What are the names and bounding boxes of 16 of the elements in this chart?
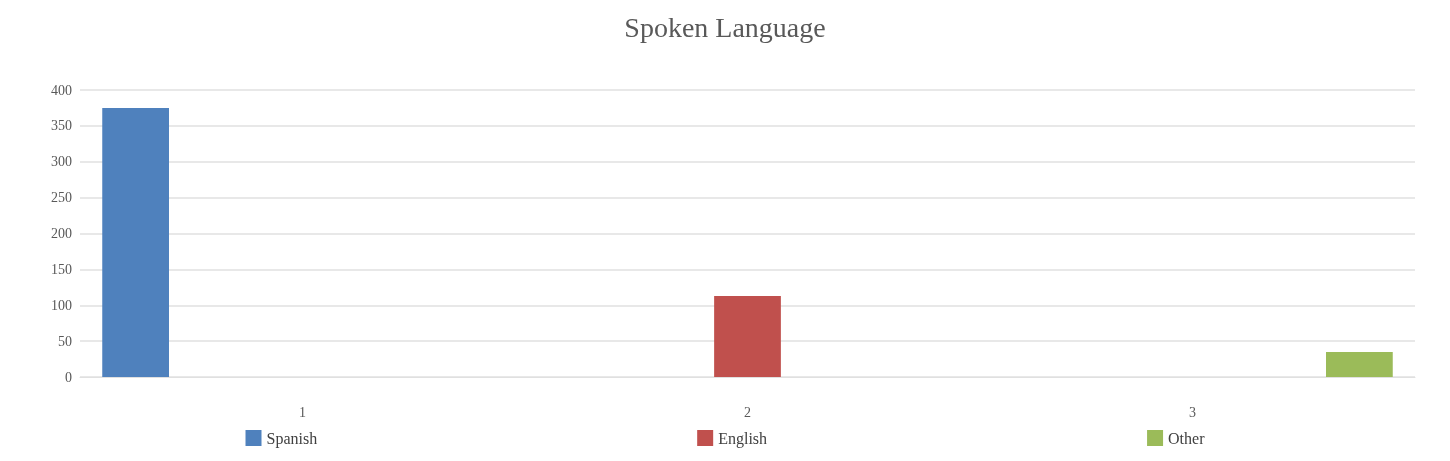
legend-label: Spanish [266, 429, 318, 448]
x-tick-label: 3 [1189, 404, 1196, 420]
y-tick-label: 100 [51, 297, 72, 313]
chart-title: Spoken Language [624, 11, 826, 43]
y-tick-label: 300 [51, 154, 72, 170]
y-tick-label: 350 [51, 118, 72, 134]
legend-label: Other [1168, 429, 1206, 447]
y-tick-label: 200 [51, 226, 72, 241]
y-tick-label: 250 [51, 190, 72, 206]
legend-label: English [718, 429, 768, 448]
y-tick-label: 150 [51, 261, 72, 277]
x-tick-label: 1 [299, 404, 306, 420]
y-tick-label: 0 [65, 369, 72, 385]
y-tick-label: 50 [58, 333, 72, 349]
y-tick-label: 400 [51, 82, 72, 98]
x-tick-label: 2 [744, 404, 751, 420]
